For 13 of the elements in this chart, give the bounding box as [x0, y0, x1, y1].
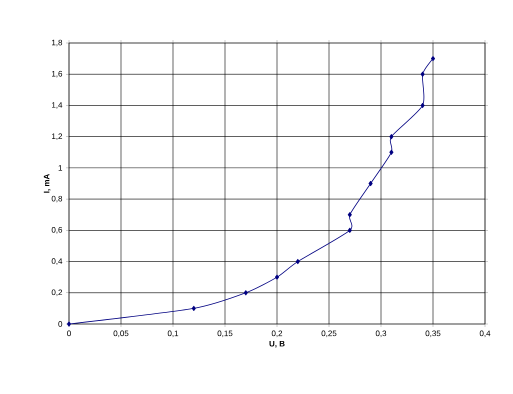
point: [368, 180, 373, 186]
point: [244, 290, 248, 296]
point: [274, 274, 280, 280]
point: [389, 134, 394, 140]
point: [430, 56, 436, 62]
point: [348, 228, 352, 233]
point: [66, 321, 72, 327]
point: [389, 150, 394, 155]
point: [420, 102, 425, 108]
point: [348, 212, 352, 218]
point: [192, 306, 196, 311]
point: [420, 72, 425, 77]
point: [296, 258, 300, 264]
